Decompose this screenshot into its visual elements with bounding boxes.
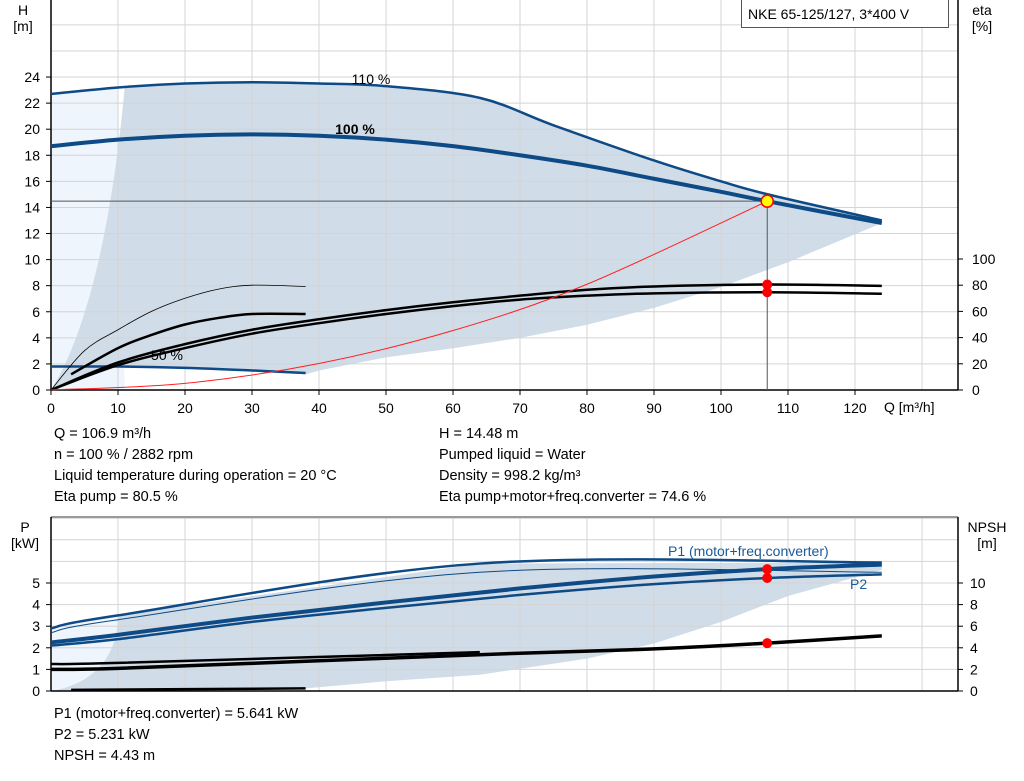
curve-p1	[50, 562, 882, 645]
duty-point-marker	[760, 194, 774, 208]
info-p2: P2 = 5.231 kW	[54, 727, 150, 743]
q-tick-label: 20	[177, 400, 193, 416]
info-temperature: Liquid temperature during operation = 20…	[54, 468, 337, 484]
curve-h100	[50, 132, 883, 226]
p-tick-label: 3	[32, 618, 40, 634]
eta-axis-label: eta [%]	[971, 2, 993, 34]
q-tick-label: 40	[311, 400, 327, 416]
h-tick-label: 8	[32, 278, 40, 294]
q-tick-label: 80	[579, 400, 595, 416]
curve-p2	[50, 573, 882, 647]
eta-tick-label: 20	[972, 356, 988, 372]
h-tick-label: 4	[32, 330, 40, 346]
h-tick-label: 0	[32, 382, 40, 398]
q-tick-label: 60	[445, 400, 461, 416]
h-tick-label: 20	[24, 121, 40, 137]
info-npsh: NPSH = 4.43 m	[54, 748, 156, 764]
q-tick-label: 10	[110, 400, 126, 416]
curve-eta_total	[50, 291, 882, 392]
h-axis-label: H [m]	[13, 2, 33, 34]
info-bottom: P1 (motor+freq.converter) = 5.641 kW P2 …	[54, 704, 298, 767]
pump-title-box: NKE 65-125/127, 3*400 V	[741, 0, 949, 28]
h-tick-label: 16	[24, 173, 40, 189]
h-tick-label: 18	[24, 147, 40, 163]
q-tick-label: 90	[646, 400, 662, 416]
npsh-marker	[762, 638, 773, 649]
curve-p_min	[71, 687, 306, 692]
curve-system	[50, 200, 768, 391]
curve-eta_min	[70, 312, 306, 376]
q-tick-label: 0	[47, 400, 55, 416]
p-tick-label: 4	[32, 597, 40, 613]
eta-tick-label: 100	[972, 251, 996, 267]
q-tick-label: 120	[843, 400, 867, 416]
p1-marker	[762, 564, 773, 575]
h-tick-label: 14	[24, 199, 40, 215]
h-tick-label: 12	[24, 226, 40, 242]
curve-eta_min_thin	[50, 284, 306, 391]
curve-label-110: 110 %	[351, 71, 391, 87]
npsh-tick-label: 6	[970, 618, 978, 634]
p2-marker	[762, 573, 773, 584]
info-eta-total: Eta pump+motor+freq.converter = 74.6 %	[439, 489, 707, 505]
p-tick-label: 1	[32, 661, 40, 677]
eta-tick-label: 0	[972, 382, 980, 398]
eta-total-marker	[762, 287, 773, 298]
npsh-tick-label: 0	[970, 683, 978, 699]
q-axis-label: Q [m³/h]	[884, 399, 935, 415]
h-tick-label: 24	[24, 69, 40, 85]
curve-label-p1: P1 (motor+freq.converter)	[668, 543, 829, 559]
h-tick-label: 22	[24, 95, 40, 111]
npsh-tick-label: 8	[970, 597, 978, 613]
curve-label-min: 50 %	[151, 347, 183, 363]
p-tick-label: 5	[32, 575, 40, 591]
curve-eta_pump	[50, 283, 882, 392]
p-tick-label: 0	[32, 683, 40, 699]
curve-label-p2: P2	[850, 576, 868, 592]
eta-tick-label: 80	[972, 277, 988, 293]
info-liquid: Pumped liquid = Water	[439, 447, 586, 463]
eta-pump-marker	[762, 279, 773, 290]
curve-h110	[50, 81, 883, 222]
info-speed: n = 100 % / 2882 rpm	[54, 447, 194, 463]
h-tick-label: 10	[24, 252, 40, 268]
q-tick-label: 30	[244, 400, 260, 416]
npsh-tick-label: 2	[970, 661, 978, 677]
info-left: Q = 106.9 m³/h n = 100 % / 2882 rpm Liqu…	[54, 424, 337, 508]
npsh-axis-label: NPSH [m]	[967, 519, 1007, 551]
info-p1: P1 (motor+freq.converter) = 5.641 kW	[54, 706, 299, 722]
info-right: H = 14.48 m Pumped liquid = Water Densit…	[439, 424, 706, 508]
curve-npsh_110	[50, 650, 480, 666]
p-axis-label: P [kW]	[11, 519, 39, 551]
curve-p1_110	[50, 558, 882, 630]
info-density: Density = 998.2 kg/m³	[439, 468, 581, 484]
npsh-tick-label: 10	[970, 575, 986, 591]
p-tick-label: 2	[32, 640, 40, 656]
eta-tick-label: 40	[972, 330, 988, 346]
curve-hmin	[50, 365, 306, 375]
h-tick-label: 2	[32, 356, 40, 372]
info-head: H = 14.48 m	[439, 426, 519, 442]
npsh-tick-label: 4	[970, 640, 978, 656]
q-tick-label: 110	[777, 400, 800, 416]
info-flow: Q = 106.9 m³/h	[54, 426, 152, 442]
eta-tick-label: 60	[972, 303, 988, 319]
h-tick-label: 6	[32, 304, 40, 320]
info-eta-pump: Eta pump = 80.5 %	[54, 489, 178, 505]
curve-label-100: 100 %	[335, 121, 375, 137]
q-tick-label: 100	[709, 400, 733, 416]
q-tick-label: 50	[378, 400, 394, 416]
q-tick-label: 70	[512, 400, 528, 416]
